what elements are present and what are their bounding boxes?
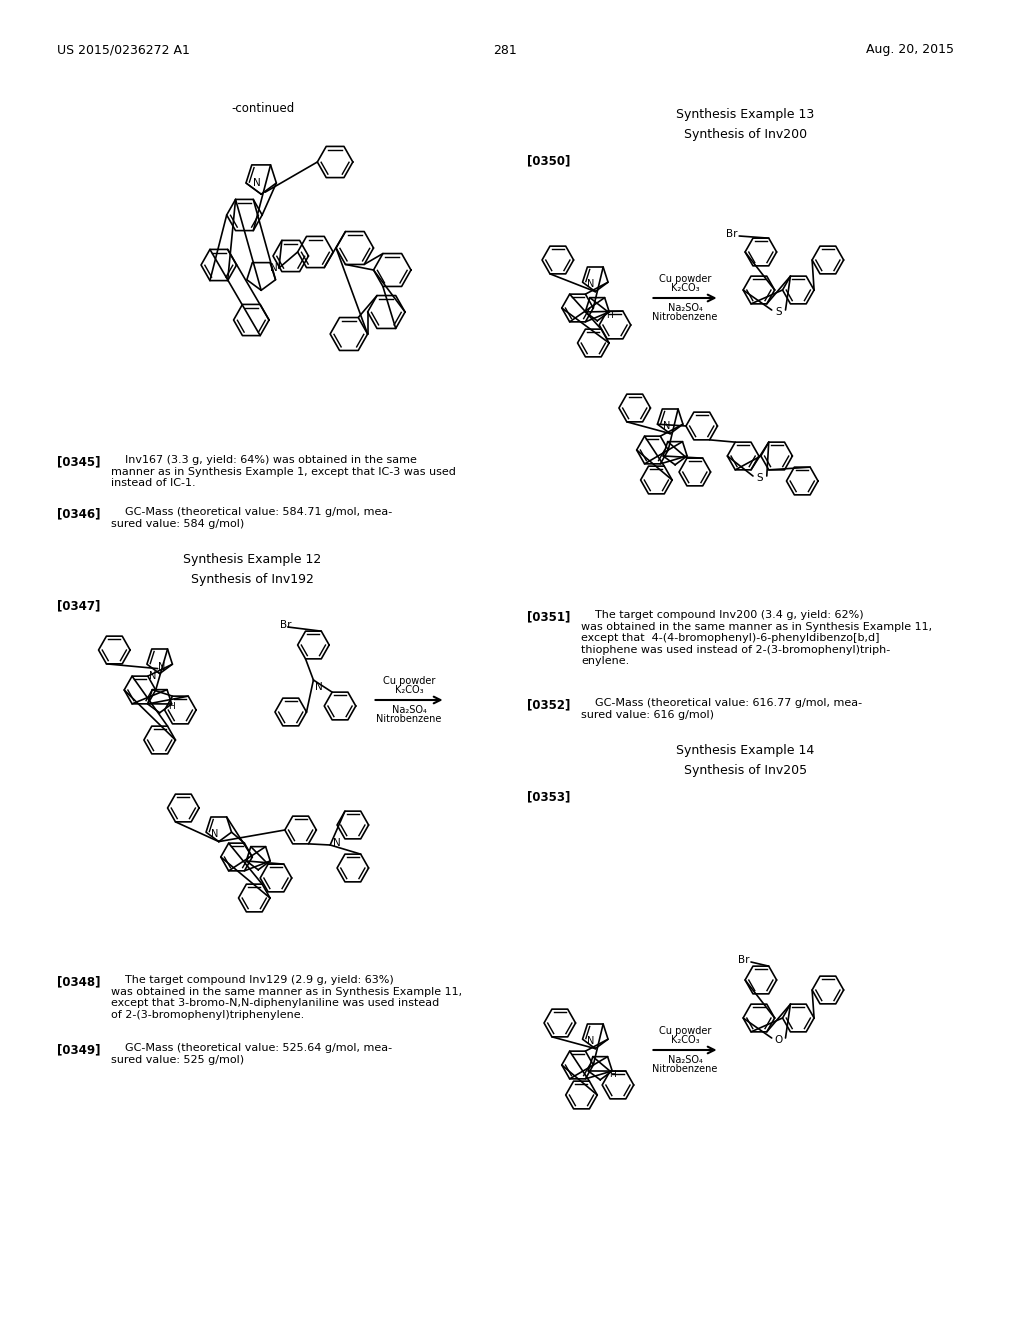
Text: US 2015/0236272 A1: US 2015/0236272 A1 — [57, 44, 190, 57]
Text: N: N — [663, 421, 670, 430]
Text: Cu powder: Cu powder — [658, 1026, 711, 1036]
Text: [0346]: [0346] — [57, 507, 100, 520]
Text: GC-Mass (theoretical value: 584.71 g/mol, mea-
sured value: 584 g/mol): GC-Mass (theoretical value: 584.71 g/mol… — [112, 507, 392, 528]
Text: Br: Br — [726, 228, 737, 239]
Text: N: N — [253, 178, 260, 187]
Text: Aug. 20, 2015: Aug. 20, 2015 — [866, 44, 954, 57]
Text: S: S — [757, 473, 763, 483]
Text: Nitrobenzene: Nitrobenzene — [377, 714, 441, 723]
Text: [0347]: [0347] — [57, 599, 100, 612]
Text: N: N — [587, 279, 594, 289]
Text: S: S — [775, 308, 782, 317]
Text: [0351]: [0351] — [527, 610, 570, 623]
Text: Na₂SO₄: Na₂SO₄ — [668, 304, 702, 313]
Text: The target compound Inv200 (3.4 g, yield: 62%)
was obtained in the same manner a: The target compound Inv200 (3.4 g, yield… — [582, 610, 933, 667]
Text: H: H — [606, 312, 612, 321]
Text: GC-Mass (theoretical value: 525.64 g/mol, mea-
sured value: 525 g/mol): GC-Mass (theoretical value: 525.64 g/mol… — [112, 1043, 392, 1065]
Text: N: N — [158, 661, 165, 672]
Text: Na₂SO₄: Na₂SO₄ — [668, 1055, 702, 1065]
Text: N: N — [211, 829, 218, 838]
Text: [0345]: [0345] — [57, 455, 100, 469]
Text: K₂CO₃: K₂CO₃ — [394, 685, 423, 696]
Text: [0350]: [0350] — [527, 154, 570, 168]
Text: Synthesis Example 13: Synthesis Example 13 — [676, 108, 814, 121]
Text: N: N — [333, 838, 341, 847]
Text: Inv167 (3.3 g, yield: 64%) was obtained in the same
manner as in Synthesis Examp: Inv167 (3.3 g, yield: 64%) was obtained … — [112, 455, 457, 488]
Text: [0353]: [0353] — [527, 789, 570, 803]
Text: Synthesis of Inv200: Synthesis of Inv200 — [684, 128, 807, 141]
Text: [0352]: [0352] — [527, 698, 570, 711]
Text: Synthesis of Inv205: Synthesis of Inv205 — [684, 764, 807, 777]
Text: Br: Br — [737, 954, 749, 965]
Text: N: N — [270, 263, 278, 273]
Text: [0349]: [0349] — [57, 1043, 100, 1056]
Text: H: H — [168, 702, 175, 711]
Text: The target compound Inv129 (2.9 g, yield: 63%)
was obtained in the same manner a: The target compound Inv129 (2.9 g, yield… — [112, 975, 463, 1020]
Text: Na₂SO₄: Na₂SO₄ — [391, 705, 426, 715]
Text: Synthesis of Inv192: Synthesis of Inv192 — [190, 573, 313, 586]
Text: K₂CO₃: K₂CO₃ — [671, 282, 699, 293]
Text: Br: Br — [281, 620, 292, 630]
Text: Nitrobenzene: Nitrobenzene — [652, 1064, 718, 1074]
Text: GC-Mass (theoretical value: 616.77 g/mol, mea-
sured value: 616 g/mol): GC-Mass (theoretical value: 616.77 g/mol… — [582, 698, 862, 719]
Text: -continued: -continued — [231, 102, 295, 115]
Text: K₂CO₃: K₂CO₃ — [671, 1035, 699, 1045]
Text: Synthesis Example 12: Synthesis Example 12 — [183, 553, 322, 566]
Text: N: N — [315, 682, 324, 692]
Text: Cu powder: Cu powder — [658, 275, 711, 284]
Text: Cu powder: Cu powder — [383, 676, 435, 686]
Text: N: N — [587, 1036, 594, 1045]
Text: N: N — [150, 671, 157, 681]
Text: Nitrobenzene: Nitrobenzene — [652, 312, 718, 322]
Text: H: H — [608, 1071, 615, 1080]
Text: O: O — [774, 1035, 782, 1045]
Text: [0348]: [0348] — [57, 975, 100, 987]
Text: Synthesis Example 14: Synthesis Example 14 — [676, 744, 814, 756]
Text: 281: 281 — [493, 44, 516, 57]
